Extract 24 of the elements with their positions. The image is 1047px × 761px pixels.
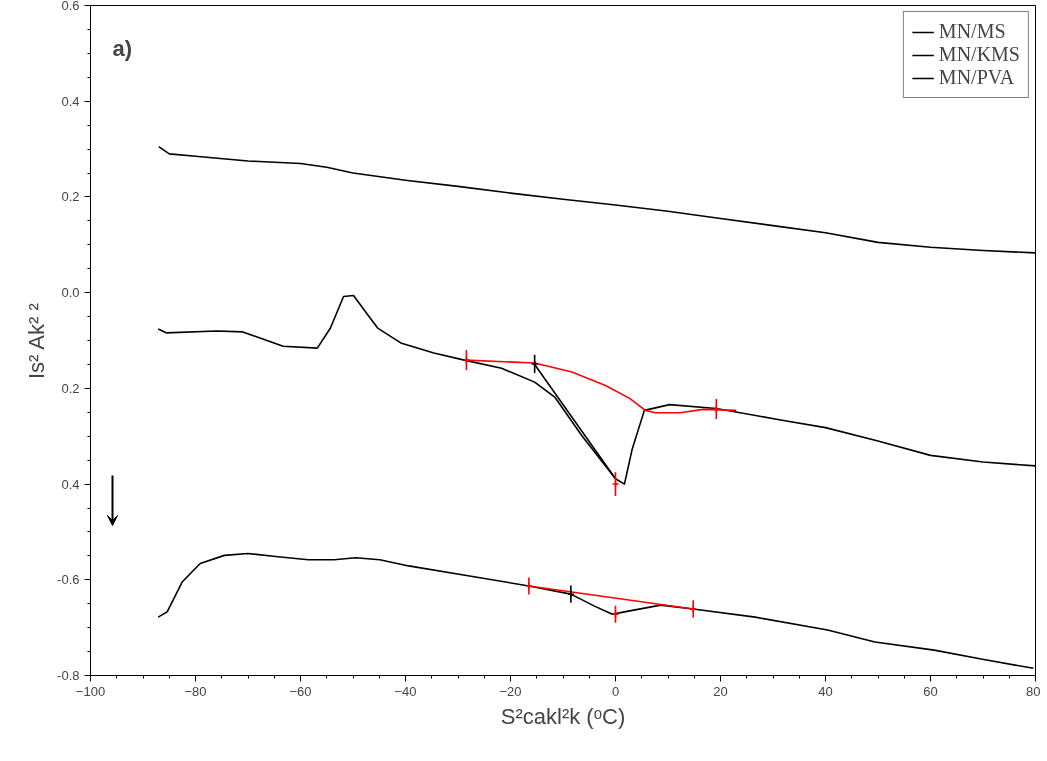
y-tick-label: -0.8 (57, 668, 80, 683)
x-tick-label: −40 (394, 683, 417, 699)
x-tick-label: −20 (499, 683, 522, 699)
x-tick-label: 80 (1026, 683, 1041, 699)
x-tick-label: −60 (289, 683, 312, 699)
y-axis-title: Is² Ak² ² (24, 303, 50, 379)
annotation: a) (112, 35, 133, 61)
y-tick-label: 0.4 (61, 93, 80, 109)
legend-label: MN/KMS (938, 43, 1020, 66)
x-tick-label: 40 (818, 683, 833, 699)
x-tick-label: 0 (611, 683, 620, 699)
y-tick-label: 0.0 (61, 285, 80, 301)
legend-label: MN/PVA (938, 66, 1015, 89)
y-tick-label: 0.4 (61, 476, 80, 492)
y-tick-label: 0.2 (61, 189, 80, 205)
y-tick-label: 0.6 (61, 0, 80, 13)
x-tick-label: 60 (923, 683, 938, 699)
x-tick-label: −100 (75, 683, 106, 699)
x-tick-label: −80 (184, 683, 207, 699)
y-tick-label: 0.2 (61, 380, 80, 396)
y-tick-label: -0.6 (57, 572, 80, 588)
x-tick-label: 20 (713, 683, 728, 699)
x-axis-title: S²cakl²k (ᵒC) (500, 703, 626, 729)
legend-label: MN/MS (938, 20, 1006, 43)
